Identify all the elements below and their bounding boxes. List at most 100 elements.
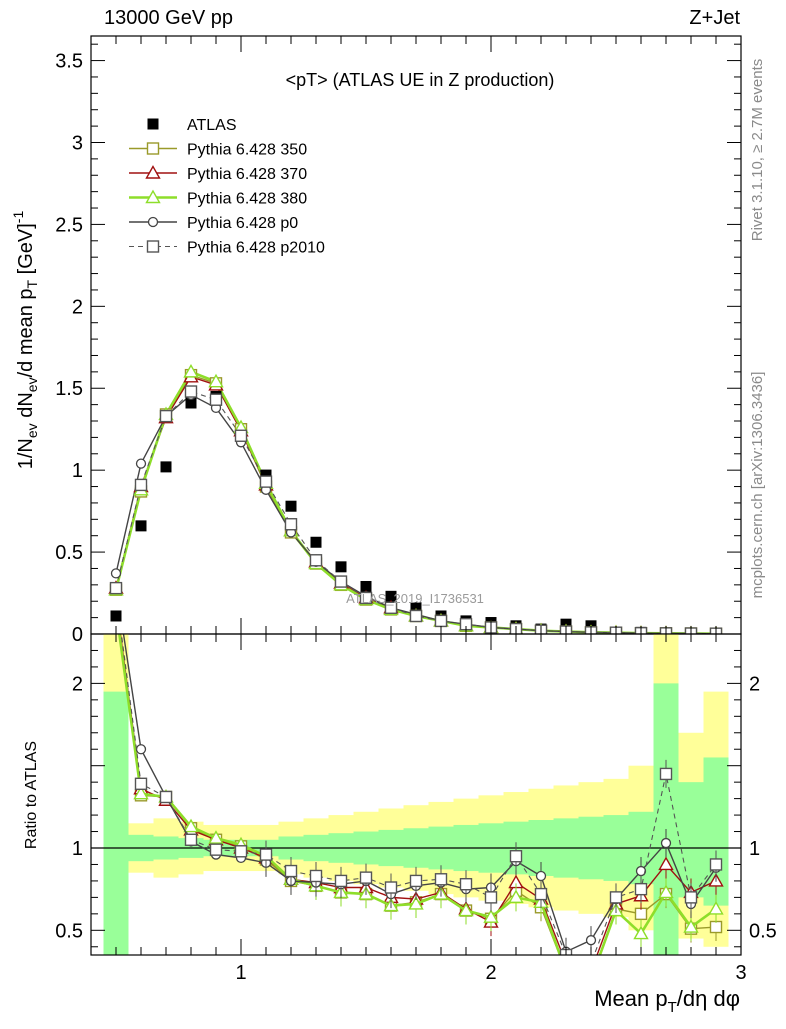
series-0-point: [135, 520, 147, 532]
series-0-point-shape: [285, 500, 297, 512]
ratio-y-tick-label: 1: [72, 838, 83, 860]
ratio-series-4-point: [409, 874, 423, 888]
series-5-point-shape: [384, 601, 398, 614]
ratio-series-0-point-shape: [634, 907, 648, 921]
ratio-series-4-point-shape: [484, 891, 498, 904]
ratio-series-3-point: [135, 744, 147, 755]
series-5-point-shape: [109, 581, 123, 595]
ratio-series-4-point: [184, 833, 198, 846]
ratio-series-4-point-shape: [259, 848, 273, 861]
legend: ATLAS Pythia 6.428 350 Pythia 6.428 370 Pyt…: [129, 117, 325, 257]
ratio-series-2-point-shape: [208, 830, 224, 844]
series-5-point-shape: [284, 518, 298, 531]
series-4-point-shape: [110, 568, 122, 579]
ratio-y-tick-label: 2: [72, 673, 83, 695]
ratio-series-1-point-shape: [658, 856, 674, 871]
ratio-series-2-point: [183, 818, 199, 833]
legend-item: ATLAS: [147, 117, 237, 134]
ratio-series-3-point-shape: [535, 870, 547, 882]
main-y-tick-label: 3: [72, 132, 83, 154]
ratio-series-4-point-shape: [159, 790, 173, 804]
ratio-series-4-point: [134, 777, 148, 790]
series-5-point-shape: [259, 475, 273, 488]
main-panel: ATLAS_2019_I1736531 <pT> (ATLAS UE in Z …: [10, 35, 742, 646]
main-y-tick-label: 1: [72, 460, 83, 482]
rivet-label: Rivet 3.1.10, ≥ 2.7M events: [749, 59, 766, 242]
legend-marker: [147, 118, 159, 130]
ratio-series-3-point: [585, 935, 597, 946]
energy-label: 13000 GeV pp: [104, 7, 233, 29]
ratio-series-2-point-shape: [508, 889, 524, 904]
ratio-series-4-point: [534, 887, 548, 901]
main-y-tick-label: 1.5: [55, 378, 83, 400]
series-5-point: [209, 393, 223, 406]
series-5-point: [234, 429, 248, 442]
ratio-x-tick-label: 1: [235, 962, 246, 984]
main-y-tick-label: 0: [72, 624, 83, 646]
ratio-series-2-point: [683, 919, 699, 933]
ratio-series-4-point-shape: [359, 871, 373, 884]
main-y-axis-label: 1/Nev dNev/d mean pT [GeV]-1: [10, 211, 40, 470]
ratio-series-4-point-shape: [234, 845, 248, 858]
series-0-point-shape: [160, 461, 172, 473]
svg-text:1/Nev dNev/d mean pT [GeV]-1: 1/Nev dNev/d mean pT [GeV]-1: [10, 211, 40, 470]
ratio-series-4-point: [459, 878, 473, 891]
legend-item: Pythia 6.428 370: [129, 165, 307, 183]
legend-item: Pythia 6.428 380: [129, 189, 307, 208]
series-0-point: [185, 397, 197, 409]
ratio-series-2-point: [133, 785, 149, 800]
ratio-series-2-point: [633, 925, 649, 940]
ratio-series-2-point: [508, 889, 524, 904]
legend-label: Pythia 6.428 370: [187, 166, 307, 183]
series-0-point-shape: [185, 397, 197, 409]
ratio-series-3-point: [660, 837, 672, 849]
series-5-point-shape: [334, 575, 348, 588]
ratio-series-4-point: [634, 882, 648, 896]
ratio-series-4-point: [334, 874, 348, 888]
ratio-series-2-point-shape: [658, 884, 674, 899]
ratio-series-4-point: [159, 790, 173, 804]
ratio-series-3-point-shape: [135, 744, 147, 755]
series-5-point-shape: [309, 554, 323, 567]
main-y-tick-label: 2.5: [55, 214, 83, 236]
series-4-point: [135, 458, 147, 469]
legend-marker-shape: [147, 118, 159, 130]
ratio-series-4-point: [259, 848, 273, 861]
ratio-series-4-point-shape: [184, 833, 198, 846]
ratio-series-2-point: [208, 830, 224, 844]
ratio-series-4-point: [509, 850, 523, 863]
series-0-point: [310, 536, 322, 548]
ratio-series-2-point-shape: [133, 785, 149, 800]
series-0-point-shape: [260, 469, 272, 481]
ratio-panel: 1 2 30.5 0.51 12 2 Ratio to ATLAS Mean pT/dη …: [23, 633, 777, 1016]
ratio-series-3-point: [535, 870, 547, 882]
series-5-point-shape: [359, 591, 373, 605]
ratio-series-4-point-shape: [434, 873, 448, 886]
ratio-series-2-point-shape: [183, 818, 199, 833]
ratio-y-tick-label-right: 2: [749, 673, 760, 695]
legend-marker: [145, 189, 161, 204]
series-5-point: [359, 591, 373, 605]
ratio-series-4-point-shape: [609, 891, 623, 904]
main-y-tick-label: 3.5: [55, 51, 83, 73]
legend-item: Pythia 6.428 p0: [129, 215, 298, 232]
uncertainty-band-green: [653, 683, 679, 955]
series-5-point-shape: [184, 385, 198, 398]
ratio-series-4-point-shape: [409, 874, 423, 888]
ratio-series-4-point-shape: [534, 887, 548, 901]
ratio-series-4-point: [659, 767, 673, 781]
ratio-series-1-point: [658, 856, 674, 871]
process-label: Z+Jet: [689, 7, 740, 29]
series-5-point: [184, 385, 198, 398]
ratio-axes: 1 2 30.5 0.51 12 2: [55, 633, 777, 984]
series-5-point: [134, 478, 148, 492]
series-3-point: [183, 363, 199, 378]
ratio-series-2-point-shape: [683, 919, 699, 933]
series-0-point-shape: [360, 580, 372, 592]
series-5-point-shape: [209, 393, 223, 406]
series-0-point-shape: [110, 610, 122, 622]
ratio-series-4-point-shape: [384, 881, 398, 894]
ratio-series-4-point-shape: [309, 869, 323, 883]
main-axes: 0 0.5 1 1.5 2 2.5 3 3.5: [55, 35, 742, 646]
series-5-point-shape: [234, 429, 248, 442]
